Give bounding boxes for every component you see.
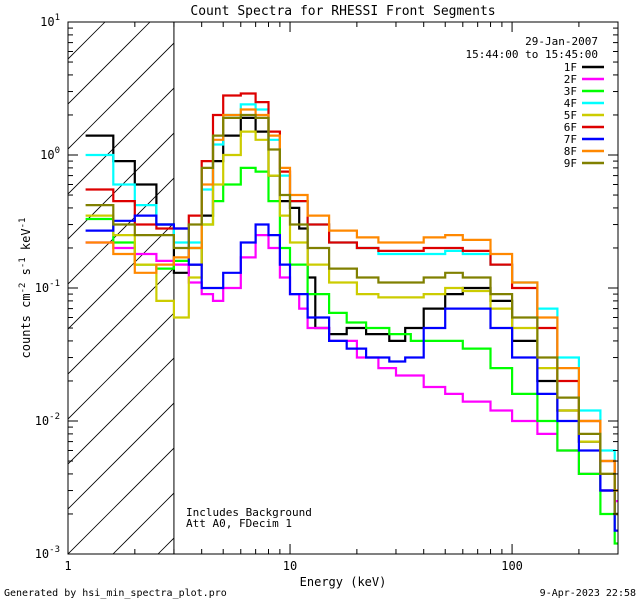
legend-label-8F: 8F bbox=[564, 145, 577, 158]
series-line-8F bbox=[85, 108, 618, 492]
legend-label-7F: 7F bbox=[564, 133, 577, 146]
x-tick-label: 10 bbox=[283, 559, 297, 573]
y-tick-label: 100 bbox=[40, 146, 60, 162]
legend-label-6F: 6F bbox=[564, 121, 577, 134]
x-axis-label: Energy (keV) bbox=[300, 575, 387, 589]
y-tick-label: 10-1 bbox=[35, 279, 60, 295]
hatch-line bbox=[68, 267, 174, 375]
date-label: 29-Jan-2007 bbox=[525, 35, 598, 48]
annotation-attenuator: Att A0, FDecim 1 bbox=[186, 517, 292, 530]
y-tick-label: 101 bbox=[40, 13, 60, 29]
y-axis-label: counts cm-2 s-1 keV-1 bbox=[18, 218, 33, 359]
series-line-7F bbox=[85, 214, 618, 532]
footer-left: Generated by hsi_min_spectra_plot.pro bbox=[4, 588, 227, 599]
x-tick-label: 1 bbox=[64, 559, 71, 573]
y-tick-label: 10-2 bbox=[35, 412, 60, 428]
legend-label-2F: 2F bbox=[564, 73, 577, 86]
hatch-line bbox=[112, 492, 174, 554]
footer-right: 9-Apr-2023 22:58 bbox=[540, 588, 636, 599]
series-lines bbox=[85, 92, 618, 545]
annotation-background: Includes Background bbox=[186, 506, 312, 519]
legend-label-1F: 1F bbox=[564, 61, 577, 74]
y-tick-labels: 10-3 10-2 10-1 100 101 bbox=[35, 13, 60, 561]
hatch-line bbox=[68, 447, 174, 554]
x-tick-labels: 1 10 100 bbox=[64, 559, 523, 573]
legend-label-3F: 3F bbox=[564, 85, 577, 98]
legend-label-9F: 9F bbox=[564, 157, 577, 170]
hatch-line bbox=[68, 222, 174, 330]
legend-label-5F: 5F bbox=[564, 109, 577, 122]
hatch-line bbox=[68, 402, 174, 510]
hatch-line bbox=[68, 42, 174, 150]
hatched-region bbox=[68, 22, 175, 554]
x-axis-ticks bbox=[67, 22, 619, 554]
series-line-9F bbox=[85, 113, 618, 516]
time-range-label: 15:44:00 to 15:45:00 bbox=[466, 48, 598, 61]
y-tick-label: 10-3 bbox=[35, 545, 60, 561]
x-tick-label: 100 bbox=[501, 559, 523, 573]
chart-title: Count Spectra for RHESSI Front Segments bbox=[190, 4, 495, 19]
y-axis-ticks bbox=[68, 27, 618, 555]
hatch-line bbox=[68, 87, 174, 195]
legend-label-4F: 4F bbox=[564, 97, 577, 110]
